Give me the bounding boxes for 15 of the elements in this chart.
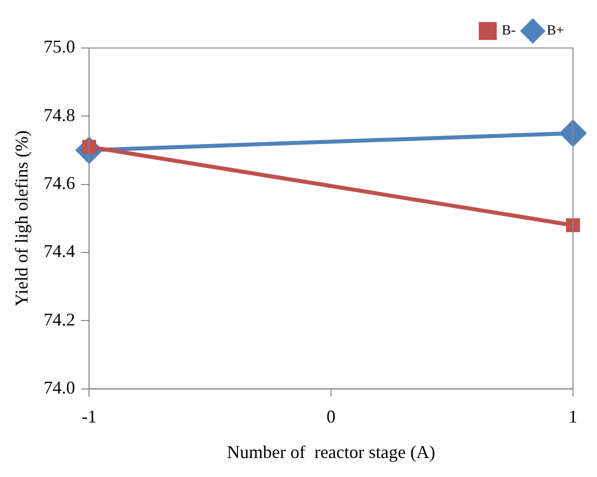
- point: [560, 120, 586, 146]
- y-tick-label: 75.0: [44, 36, 76, 57]
- y-axis-title: Yield of ligh olefins (%): [12, 130, 32, 306]
- x-tick-label: -1: [82, 406, 97, 426]
- x-tick-label: 0: [326, 406, 336, 426]
- y-tick-label: 74.0: [44, 378, 76, 398]
- y-tick-label: 74.6: [44, 173, 76, 194]
- x-tick-label: 1: [568, 406, 578, 426]
- point: [566, 218, 580, 232]
- legend-label: B+: [546, 24, 564, 39]
- x-axis-title: Number of reactor stage (A): [226, 442, 436, 462]
- legend-label: B-: [502, 24, 516, 39]
- y-tick-label: 74.8: [44, 104, 76, 125]
- y-tick-label: 74.2: [44, 309, 76, 330]
- y-tick-label: 74.4: [44, 241, 76, 262]
